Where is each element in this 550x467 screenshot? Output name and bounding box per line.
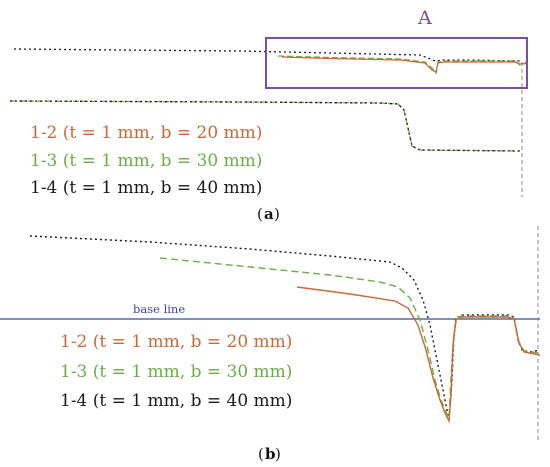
panel-a: A 1-2 (t = 1 mm, b = 20 mm) 1-3 (t = 1 m… xyxy=(9,7,530,223)
panel-b: base line 1-2 (t = 1 mm, b = 20 mm) 1-3 … xyxy=(0,226,541,463)
panel-b-trace-1-2 xyxy=(296,286,541,424)
caption-b-letter: b xyxy=(265,445,276,463)
panel-a-lower-trace-1-4 xyxy=(9,100,521,152)
legend-a-1-4: 1-4 (t = 1 mm, b = 40 mm) xyxy=(30,178,262,198)
caption-b-close: ) xyxy=(275,445,281,463)
legend-a-1-2: 1-2 (t = 1 mm, b = 20 mm) xyxy=(30,123,262,143)
base-line-label: base line xyxy=(133,302,185,316)
legend-a-1-3: 1-3 (t = 1 mm, b = 30 mm) xyxy=(30,151,262,171)
zoom-box-label: A xyxy=(417,7,432,29)
legend-b-1-2: 1-2 (t = 1 mm, b = 20 mm) xyxy=(60,332,292,352)
panel-b-trace-1-3 xyxy=(159,257,541,421)
zoom-box-a xyxy=(265,37,528,89)
legend-b-1-3: 1-3 (t = 1 mm, b = 30 mm) xyxy=(60,362,292,382)
panel-a-upper-trace-1-2 xyxy=(281,56,529,73)
caption-b-open: ( xyxy=(258,445,264,463)
legend-b-1-4: 1-4 (t = 1 mm, b = 40 mm) xyxy=(60,391,292,411)
caption-a-letter: a xyxy=(264,205,274,223)
caption-a-close: ) xyxy=(274,205,280,223)
caption-a-open: ( xyxy=(257,205,263,223)
